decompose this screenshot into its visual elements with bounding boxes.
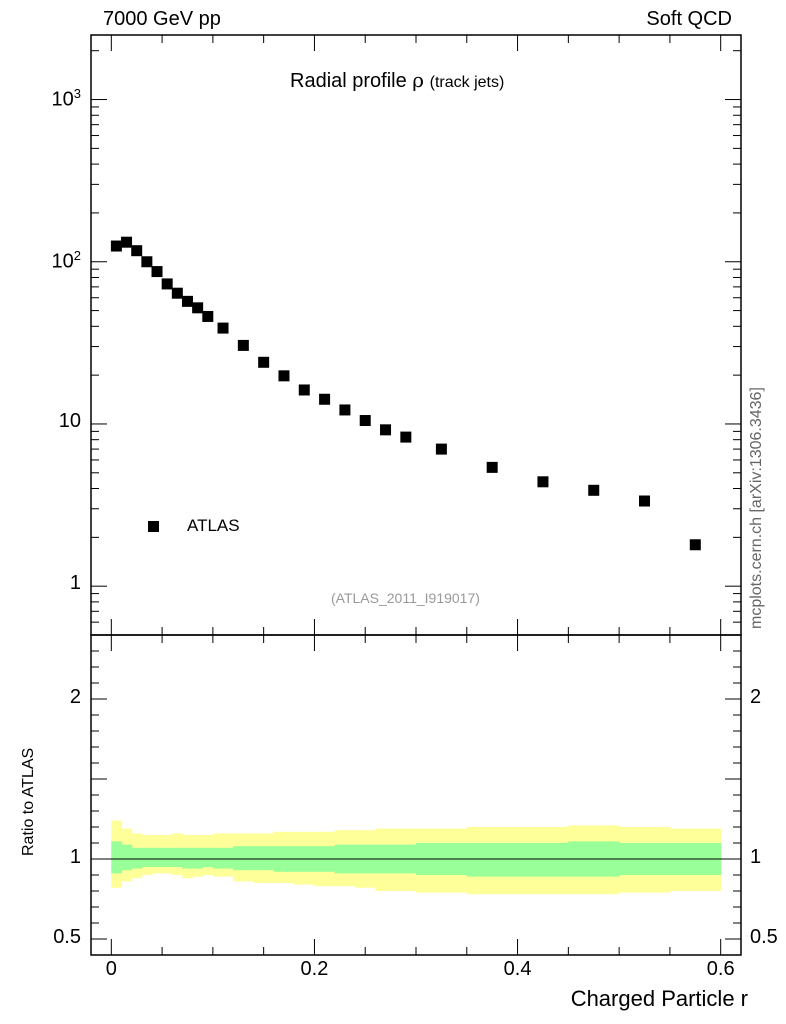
data-point — [319, 393, 331, 405]
data-point — [435, 443, 447, 455]
ratio-band-1-bin — [233, 846, 255, 871]
ratio-y-tick-label-right: 2 — [750, 686, 762, 708]
chart-title: Radial profile ρ (track jets) — [290, 68, 504, 93]
header-left: 7000 GeV pp — [103, 8, 221, 30]
chart-title-suffix: (track jets) — [429, 74, 505, 91]
ratio-band-1-bin — [192, 847, 204, 869]
data-point — [121, 236, 133, 248]
data-point — [278, 370, 290, 382]
data-point — [110, 240, 122, 252]
chart-title-text: Radial profile — [290, 70, 407, 92]
ratio-band-1-bin — [517, 843, 569, 877]
x-axis-label: Charged Particle r — [570, 986, 748, 1011]
header-right: Soft QCD — [646, 8, 732, 30]
x-tick-label: 0.6 — [706, 958, 735, 980]
main-frame — [90, 34, 742, 636]
ratio-band-1-bin — [202, 847, 214, 867]
data-point — [202, 310, 214, 322]
y-tick-label: 102 — [51, 247, 81, 273]
ratio-band-1-bin — [182, 847, 194, 869]
data-point — [689, 539, 701, 551]
ratio-band-1-bin — [162, 847, 173, 867]
data-point — [537, 476, 549, 488]
ratio-band-1-bin — [141, 847, 153, 867]
data-point — [298, 384, 310, 396]
data-point — [217, 322, 229, 334]
data-point — [400, 431, 412, 443]
analysis-id: (ATLAS_2011_I919017) — [331, 590, 480, 606]
ratio-band-1-bin — [151, 847, 163, 867]
data-point — [192, 302, 204, 314]
data-point — [380, 424, 392, 436]
ratio-band-1-bin — [121, 844, 133, 871]
legend-marker-atlas — [148, 521, 159, 532]
ratio-bands — [111, 820, 722, 895]
data-point — [486, 461, 498, 473]
ratio-band-1-bin — [253, 846, 275, 871]
ratio-band-1-bin — [172, 847, 184, 867]
ratio-frame — [90, 634, 742, 956]
x-tick-label: 0.2 — [300, 958, 329, 980]
ratio-y-tick-label-left: 2 — [69, 686, 81, 708]
data-point — [359, 415, 371, 427]
data-point — [339, 404, 351, 416]
data-point — [258, 356, 270, 368]
ratio-band-1-bin — [131, 847, 143, 869]
data-point — [639, 495, 651, 507]
data-point — [181, 295, 193, 307]
chart-title-symbol: ρ — [412, 68, 425, 92]
y-tick-label-exponent: 2 — [73, 247, 81, 263]
y-tick-label: 103 — [51, 85, 81, 111]
data-point — [131, 245, 143, 257]
data-point — [141, 256, 153, 268]
ratio-band-1-bin — [111, 841, 123, 874]
data-point — [588, 484, 600, 496]
x-tick-label: 0 — [105, 958, 117, 980]
y-tick-label-exponent: 3 — [73, 85, 81, 101]
ratio-band-1-bin — [466, 843, 519, 877]
data-point — [161, 278, 173, 290]
data-point — [237, 339, 249, 351]
data-point — [171, 287, 183, 299]
ratio-band-1-bin — [212, 847, 234, 869]
data-point — [151, 266, 163, 278]
ratio-y-tick-label-right: 1 — [750, 846, 762, 868]
x-tick-label: 0.4 — [503, 958, 532, 980]
y-tick-label: 10 — [58, 409, 81, 432]
data-points — [110, 236, 701, 551]
axis-ticks — [91, 35, 741, 955]
legend-label-atlas: ATLAS — [187, 516, 240, 535]
ratio-y-tick-label-right: 0.5 — [750, 926, 778, 948]
y-tick-label: 1 — [69, 572, 81, 595]
ratio-y-tick-label-left: 1 — [69, 846, 81, 868]
ratio-y-tick-label-left: 0.5 — [53, 926, 81, 948]
